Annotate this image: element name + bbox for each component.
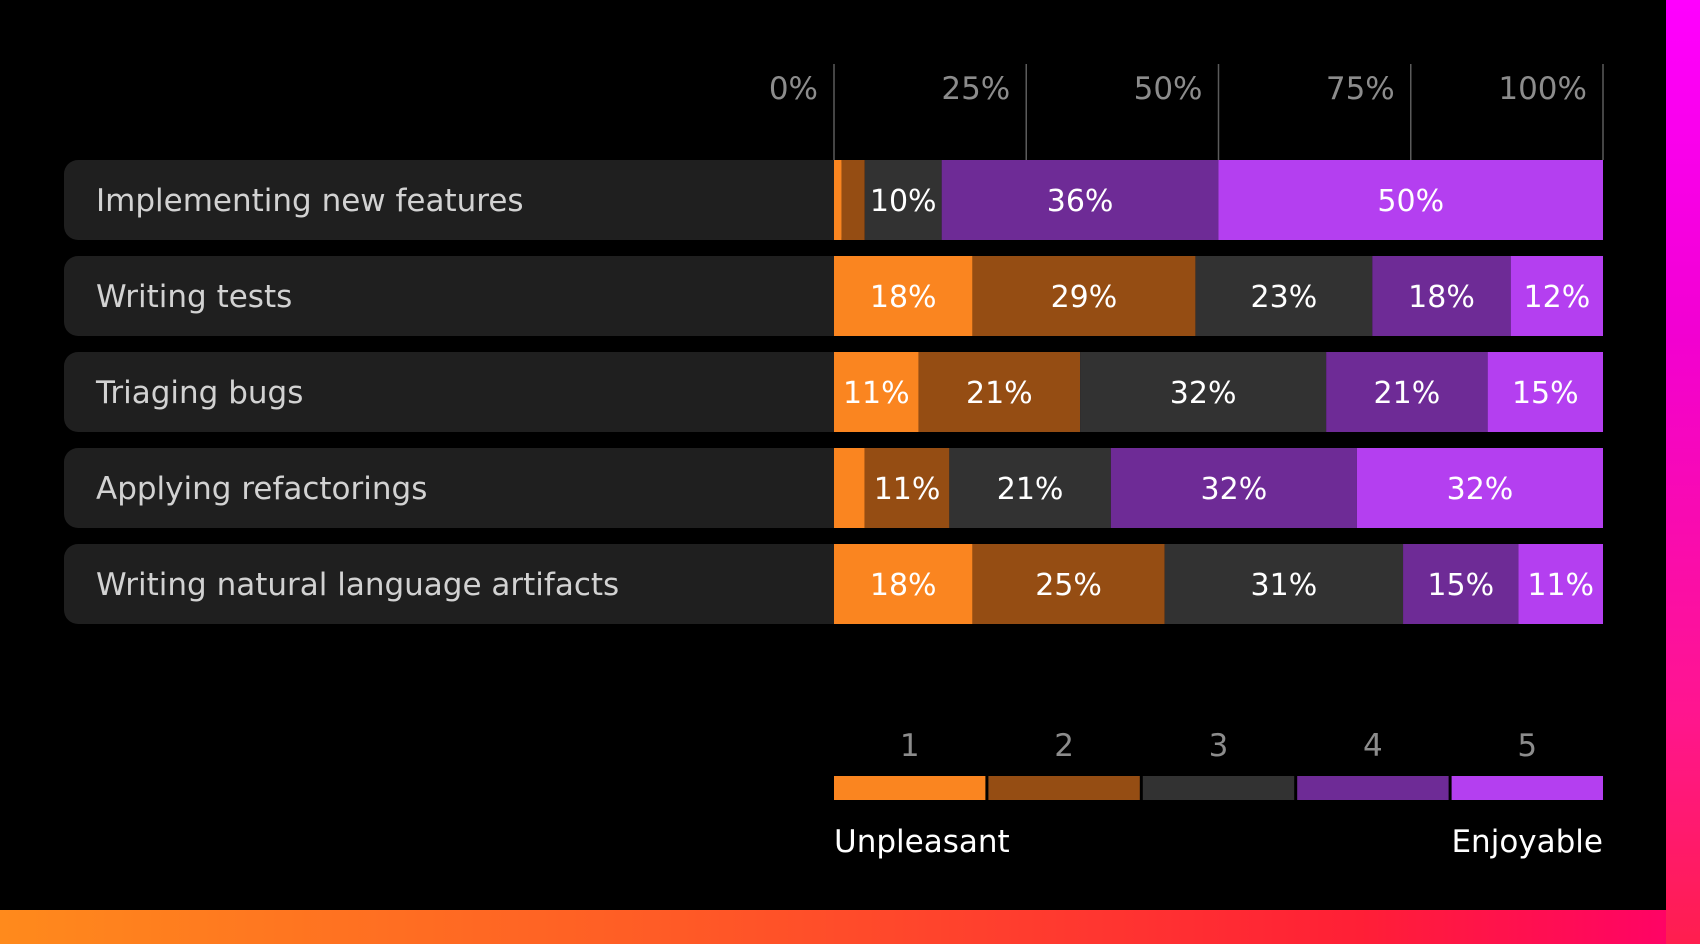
bar-row: Writing tests 18% 29% 23% 18% 12% [64,256,1603,336]
data-label: 18% [1408,280,1475,315]
row-background [64,544,848,624]
row-background [64,160,848,240]
data-label: 29% [1051,280,1118,315]
bar-row: Implementing new features 10% 36% 50% [64,160,1603,240]
x-tick-label: 75% [1326,71,1395,107]
gradient-frame-bottom [0,910,1700,944]
bar-segment-1 [834,544,973,624]
legend-low-label: Unpleasant [834,824,1010,860]
bar-segment-3 [864,160,942,240]
data-label: 15% [1512,376,1579,411]
data-label: 11% [874,472,941,507]
data-label: 15% [1427,568,1494,603]
legend-swatch-5 [1451,776,1603,800]
data-label: 18% [870,280,937,315]
bar-segment-3 [949,448,1111,528]
data-label: 32% [1447,472,1514,507]
legend-swatch-3 [1142,776,1295,800]
data-label: 10% [870,184,937,219]
stacked-bar-chart: 0% 25% 50% 75% 100% Implementing new feature… [64,64,1604,860]
bar-segment-1 [834,160,842,240]
legend: 1 2 3 4 5 Unpleasant Enjoyable [834,728,1603,860]
bar-segment-1 [834,256,973,336]
data-label: 11% [843,376,910,411]
bar-segment-2 [972,256,1196,336]
bar-segment-2 [864,448,950,528]
legend-scale-label: 5 [1517,728,1537,764]
bar-row: Writing natural language artifacts 18% 25%… [64,544,1603,624]
legend-swatch-1 [834,776,986,800]
bar-segment-4 [941,160,1219,240]
legend-scale-label: 3 [1209,728,1229,764]
legend-scale-label: 2 [1054,728,1074,764]
legend-high-label: Enjoyable [1451,824,1603,860]
x-tick-label: 50% [1134,71,1203,107]
data-label: 11% [1527,568,1594,603]
legend-scale-label: 4 [1363,728,1383,764]
data-label: 50% [1377,184,1444,219]
bar-segment-4 [1326,352,1488,432]
bar-segment-1 [834,352,919,432]
legend-scale-label: 1 [900,728,920,764]
data-label: 12% [1524,280,1591,315]
chart-rows: Implementing new features 10% 36% 50% Writin… [64,160,1603,624]
bar-segment-2 [972,544,1165,624]
legend-swatches: 1 2 3 4 5 [834,728,1603,800]
bar-segment-3 [1080,352,1327,432]
bar-segment-4 [1372,256,1511,336]
row-background [64,352,848,432]
bar-segment-5 [1518,544,1603,624]
row-background [64,256,848,336]
category-label: Applying refactorings [96,471,427,507]
category-label: Implementing new features [96,183,524,219]
bar-segment-2 [841,160,865,240]
data-label: 31% [1251,568,1318,603]
row-background [64,448,848,528]
grid: 0% 25% 50% 75% 100% [769,64,1604,160]
legend-swatch-4 [1297,776,1449,800]
data-label: 32% [1201,472,1268,507]
gradient-frame-right [1666,0,1700,944]
bar-segment-4 [1110,448,1357,528]
bar-row: Triaging bugs 11% 21% 32% 21% 15% [64,352,1603,432]
bar-segment-5 [1218,160,1603,240]
bar-segment-5 [1487,352,1603,432]
bar-segment-5 [1356,448,1603,528]
bar-row: Applying refactorings 11% 21% 32% 32% [64,448,1603,528]
bar-segment-4 [1403,544,1519,624]
data-label: 23% [1251,280,1318,315]
bar-segment-3 [1164,544,1404,624]
data-label: 21% [1374,376,1441,411]
x-tick-label: 25% [941,71,1010,107]
category-label: Writing natural language artifacts [96,567,619,603]
data-label: 21% [966,376,1033,411]
bar-segment-3 [1195,256,1373,336]
data-label: 25% [1035,568,1102,603]
data-label: 36% [1047,184,1114,219]
category-label: Writing tests [96,279,292,315]
chart-panel: 0% 25% 50% 75% 100% Implementing new feature… [64,64,1604,860]
legend-swatch-2 [988,776,1140,800]
data-label: 18% [870,568,937,603]
bar-segment-2 [918,352,1081,432]
bar-segment-1 [834,448,865,528]
category-label: Triaging bugs [95,375,303,411]
data-label: 32% [1170,376,1237,411]
data-label: 21% [997,472,1064,507]
x-tick-label: 100% [1498,71,1587,107]
x-tick-label: 0% [769,71,818,107]
bar-segment-5 [1510,256,1603,336]
